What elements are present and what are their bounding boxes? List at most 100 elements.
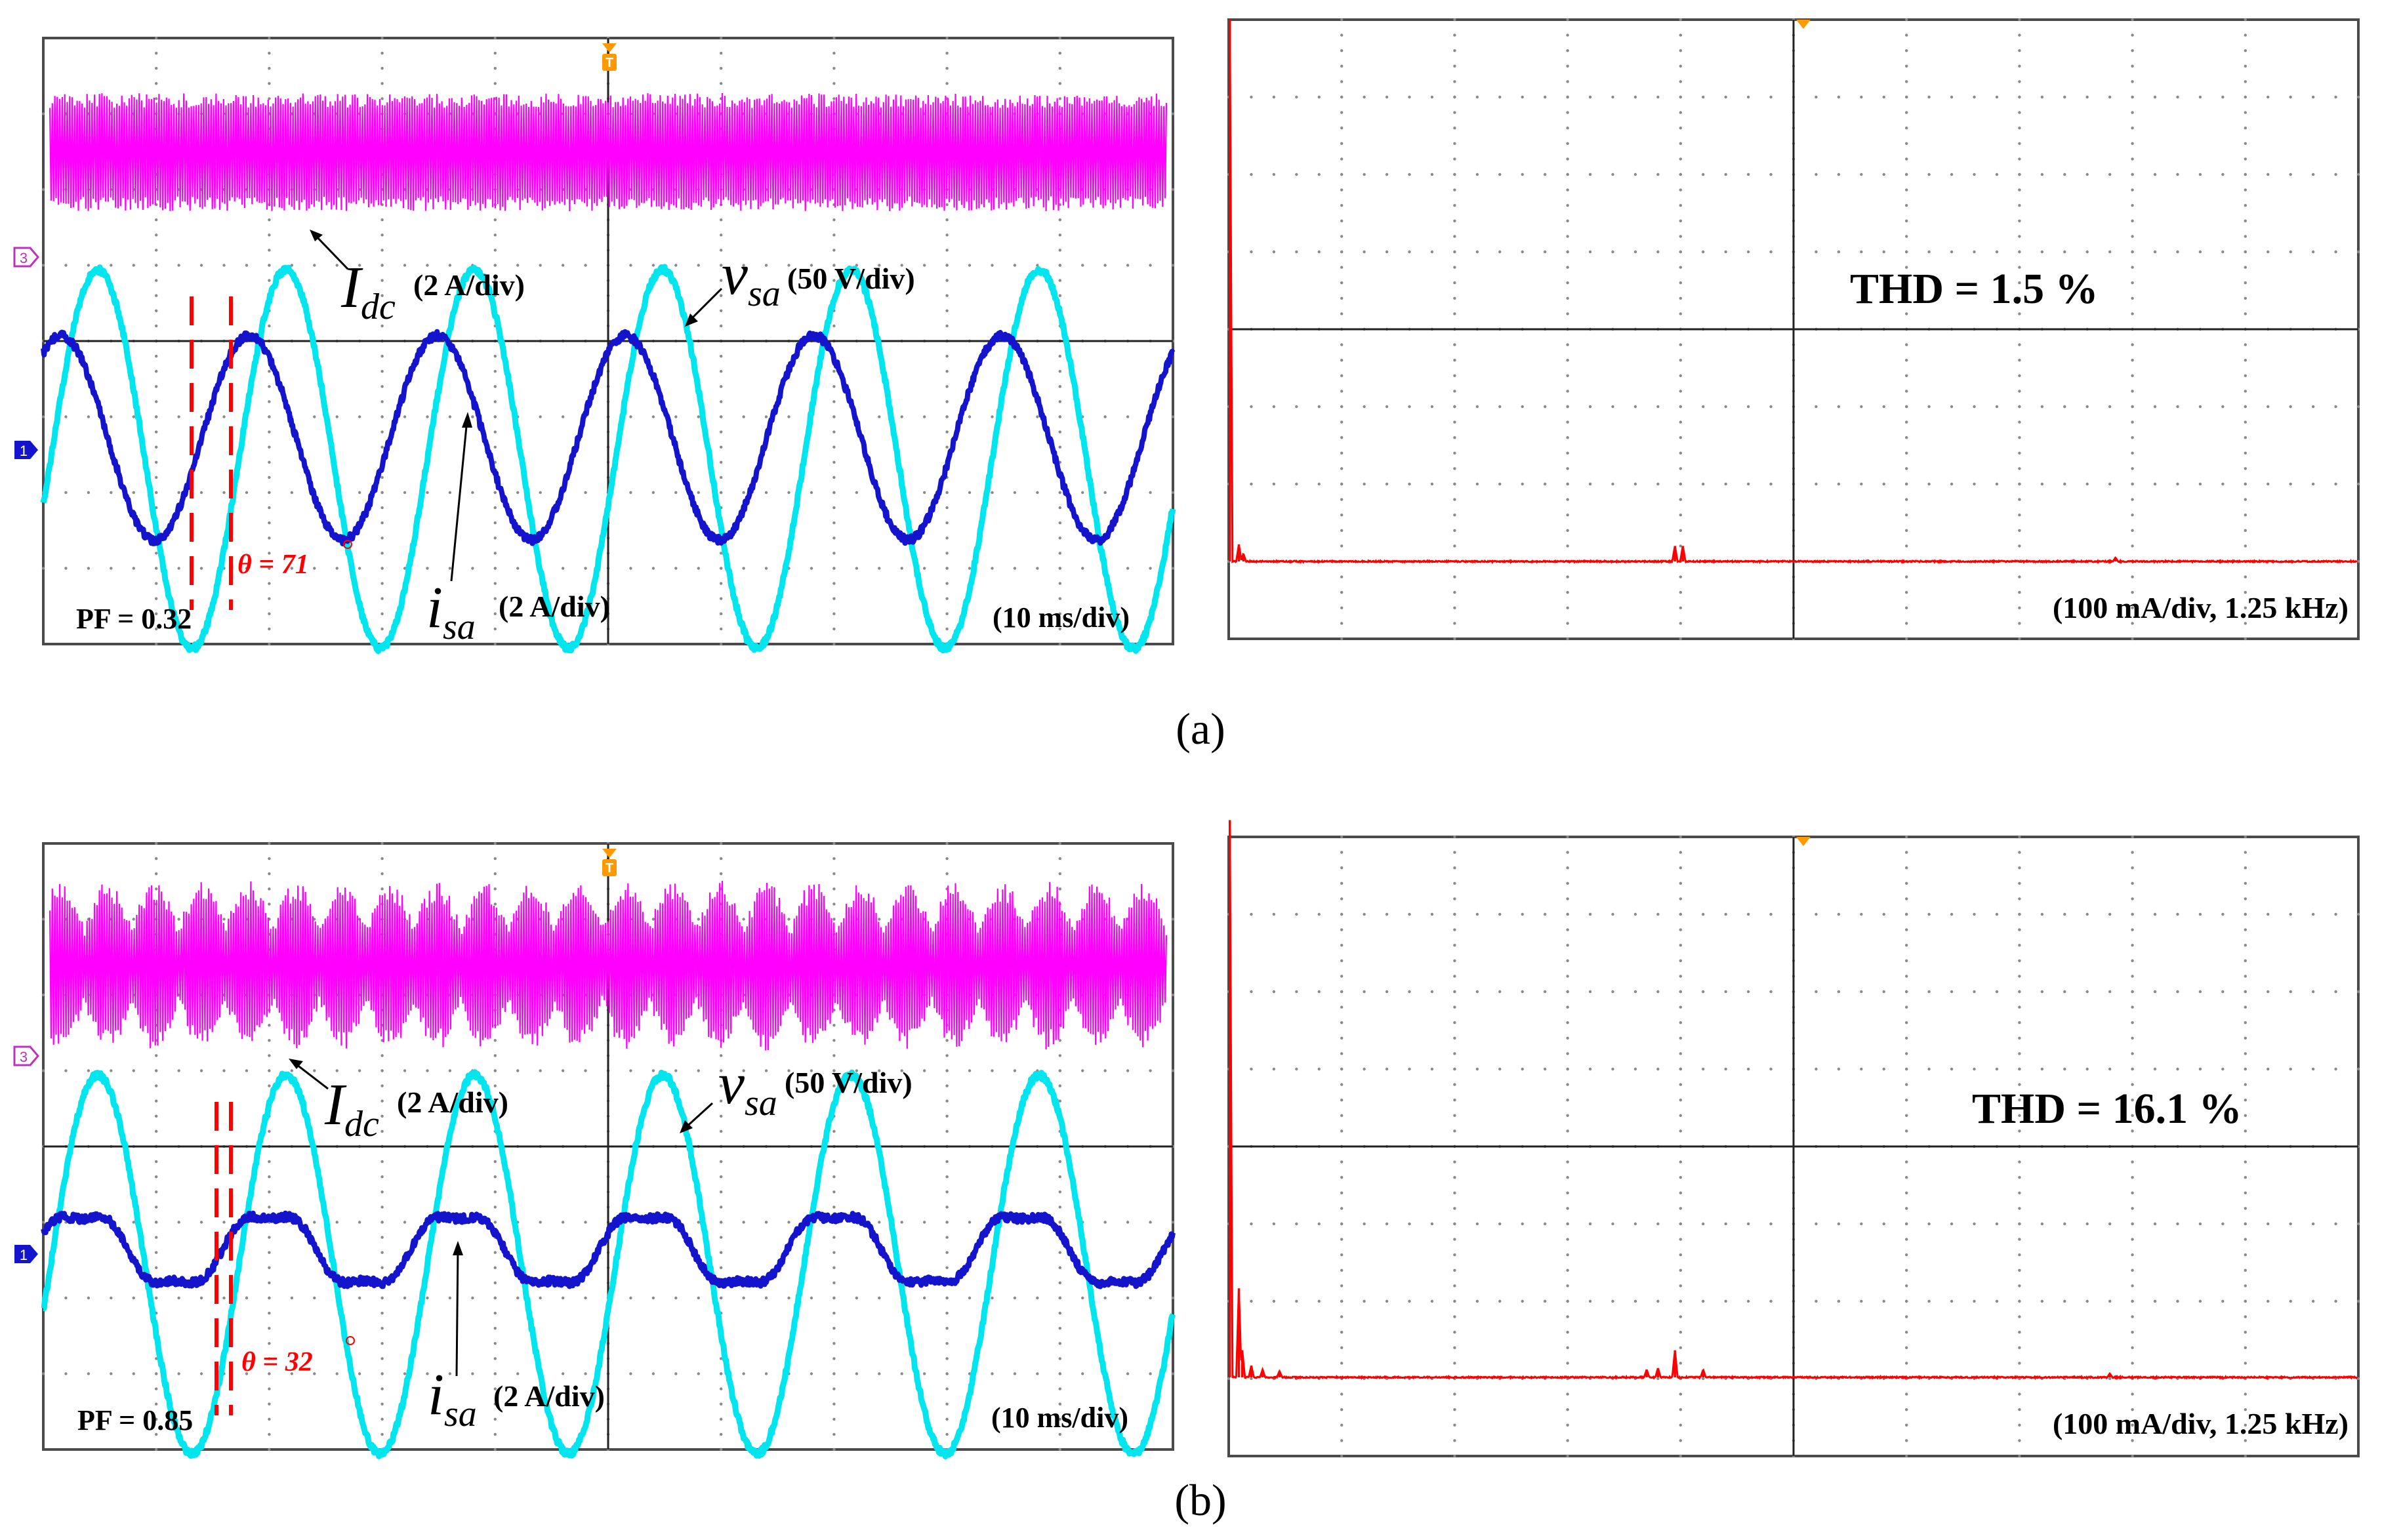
grid-dot: [155, 1402, 158, 1406]
grid-dot: [380, 51, 384, 55]
grid-dot: [1566, 49, 1569, 52]
grid-dot: [584, 1372, 587, 1375]
grid-dot: [945, 1221, 949, 1224]
grid-dot: [1679, 219, 1682, 222]
grid-dot: [2131, 1454, 2134, 1458]
grid-dot: [268, 1311, 271, 1315]
grid-dot: [2289, 990, 2292, 994]
grid-dot: [1905, 1253, 1908, 1257]
grid-dot: [2131, 622, 2134, 625]
grid-dot: [1566, 219, 1569, 222]
grid-dot: [1272, 250, 1276, 254]
grid-dot: [720, 857, 723, 861]
grid-dot: [493, 445, 497, 449]
grid-dot: [1340, 1331, 1344, 1334]
grid-dot: [1702, 912, 1705, 916]
grid-dot: [720, 385, 723, 388]
grid-dot: [335, 1069, 339, 1072]
grid-dot: [2018, 1083, 2021, 1086]
grid-dot: [2244, 851, 2247, 854]
grid-dot: [2131, 1021, 2134, 1024]
grid-dot: [2063, 250, 2066, 254]
grid-dot: [720, 1175, 723, 1179]
grid-dot: [2244, 80, 2247, 83]
grid-dot: [1340, 436, 1344, 439]
grid-dot: [2244, 1083, 2247, 1086]
grid-dot: [2018, 312, 2021, 315]
grid-dot: [1430, 405, 1434, 409]
grid-dot: [41, 567, 45, 570]
grid-dot: [922, 567, 926, 570]
grid-dot: [268, 887, 271, 891]
grid-dot: [832, 902, 836, 906]
grid-dot: [945, 872, 949, 876]
grid-dot: [1453, 835, 1456, 839]
grid-dot: [1950, 912, 1954, 916]
grid-dot: [1905, 80, 1908, 83]
grid-dot: [1453, 912, 1456, 916]
grid-dot: [268, 218, 271, 222]
grid-dot: [493, 1372, 497, 1375]
grid-dot: [697, 567, 700, 570]
grid-dot: [2244, 111, 2247, 114]
grid-dot: [2176, 95, 2179, 99]
grid-dot: [268, 902, 271, 906]
grid-dot: [832, 857, 836, 861]
grid-dot: [1724, 1067, 1727, 1071]
grid-dot: [2244, 1176, 2247, 1179]
grid-dot: [720, 430, 723, 434]
grid-dot: [720, 1221, 723, 1224]
grid-dot: [2198, 405, 2202, 409]
grid-dot: [1272, 912, 1276, 916]
grid-dot: [2267, 1222, 2270, 1226]
grid-dot: [1453, 1052, 1456, 1055]
grid-dot: [720, 233, 723, 237]
grid-dot: [1679, 544, 1682, 548]
grid-dot: [720, 370, 723, 373]
grid-dot: [2131, 1114, 2134, 1118]
grid-dot: [1058, 97, 1062, 100]
grid-dot: [493, 627, 497, 631]
grid-dot: [2311, 1222, 2315, 1226]
grid-dot: [155, 370, 158, 373]
grid-dot: [380, 857, 384, 861]
grid-dot: [1995, 405, 1999, 409]
grid-dot: [1453, 1346, 1456, 1349]
grid-dot: [1679, 1408, 1682, 1411]
grid-dot: [1860, 1222, 1863, 1226]
grid-dot: [2334, 912, 2337, 916]
grid-dot: [2311, 990, 2315, 994]
grid-dot: [832, 51, 836, 55]
grid-dot: [2018, 1408, 2021, 1411]
grid-dot: [1995, 1067, 1999, 1071]
grid-dot: [945, 506, 949, 510]
grid-dot: [1679, 1268, 1682, 1272]
grid-dot: [945, 1084, 949, 1087]
idc-waveform: [49, 92, 1168, 212]
grid-dot: [945, 370, 949, 373]
grid-dot: [1058, 1448, 1062, 1451]
grid-dot: [832, 1129, 836, 1133]
grid-dot: [1058, 1160, 1062, 1164]
grid-dot: [1340, 1129, 1344, 1133]
grid-dot: [1058, 218, 1062, 222]
grid-dot: [493, 841, 497, 845]
grid-dot: [832, 1084, 836, 1087]
grid-dot: [1058, 1296, 1062, 1300]
grid-dot: [1543, 912, 1547, 916]
grid-dot: [493, 1084, 497, 1087]
grid-dot: [1340, 622, 1344, 625]
grid-dot: [832, 400, 836, 403]
grid-dot: [358, 1069, 361, 1072]
grid-dot: [1317, 1299, 1321, 1303]
grid-dot: [2244, 606, 2247, 609]
grid-dot: [268, 582, 271, 585]
grid-dot: [380, 627, 384, 631]
grid-dot: [832, 1448, 836, 1451]
grid-dot: [1013, 415, 1017, 418]
pf-label: PF = 0.32: [76, 603, 192, 635]
grid-dot: [720, 354, 723, 358]
grid-dot: [539, 264, 542, 267]
grid-dot: [2131, 451, 2134, 455]
grid-dot: [426, 567, 429, 570]
